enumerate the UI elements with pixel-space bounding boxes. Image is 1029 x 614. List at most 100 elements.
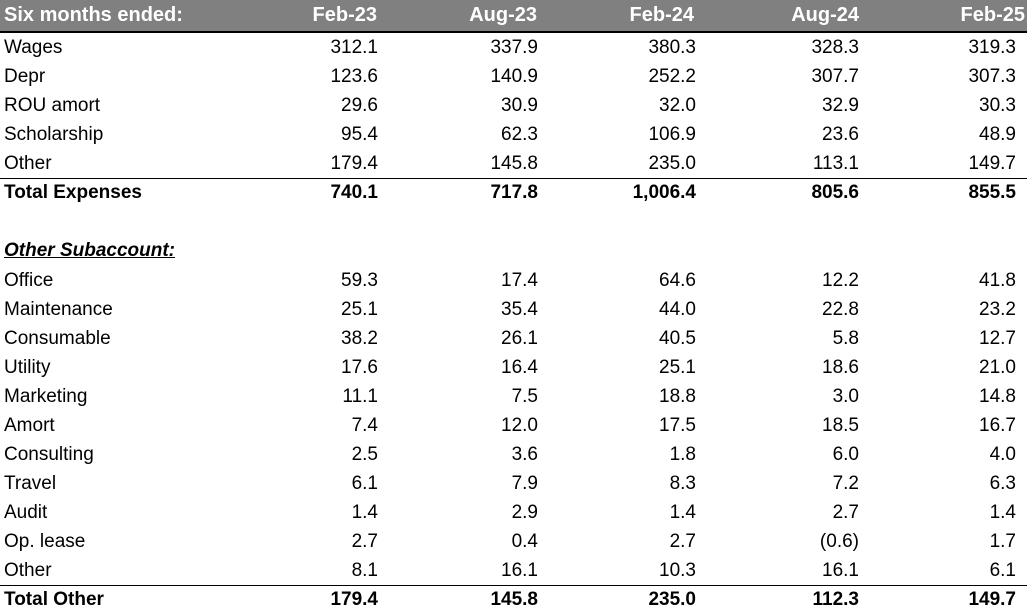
row-value: 179.4 [219,149,381,179]
period-header: Feb-25 [863,0,1027,32]
row-value: 3.6 [381,440,541,469]
row-value: 2.9 [381,498,541,527]
row-value: 7.2 [701,469,863,498]
row-value: 17.5 [541,411,701,440]
row-value: 2.7 [219,527,381,556]
row-value: 307.3 [863,62,1027,91]
row-value: 18.8 [541,382,701,411]
row-value: 16.1 [381,556,541,586]
row-label: Other [0,556,219,586]
row-label: Travel [0,469,219,498]
row-value: 312.1 [219,32,381,62]
row-value: 307.7 [701,62,863,91]
row-value: 337.9 [381,32,541,62]
row-label: ROU amort [0,91,219,120]
row-value: 149.7 [863,149,1027,179]
total-value: 805.6 [701,179,863,208]
row-value: 59.3 [219,266,381,295]
row-value: 18.6 [701,353,863,382]
row-value: 30.3 [863,91,1027,120]
row-value: 7.5 [381,382,541,411]
row-label: Office [0,266,219,295]
row-value: 16.1 [701,556,863,586]
row-value: 8.1 [219,556,381,586]
row-label: Scholarship [0,120,219,149]
row-value: 2.7 [701,498,863,527]
row-value: 21.0 [863,353,1027,382]
row-value: 0.4 [381,527,541,556]
row-value: 4.0 [863,440,1027,469]
row-value: 23.2 [863,295,1027,324]
other-subaccount-title-row: Other Subaccount: [0,236,1027,266]
row-value: 41.8 [863,266,1027,295]
row-value: 35.4 [381,295,541,324]
row-value: 1.4 [219,498,381,527]
row-value: 12.7 [863,324,1027,353]
other-subaccount-title: Other Subaccount: [0,236,1027,266]
total-value: 740.1 [219,179,381,208]
row-label: Utility [0,353,219,382]
row-value: 1.7 [863,527,1027,556]
row-value: 48.9 [863,120,1027,149]
row-value: 17.4 [381,266,541,295]
row-value: 7.4 [219,411,381,440]
row-value: 235.0 [541,149,701,179]
row-value: 16.4 [381,353,541,382]
total-label: Total Other [0,586,219,614]
total-value: 145.8 [381,586,541,614]
header-row: Six months ended: Feb-23 Aug-23 Feb-24 A… [0,0,1027,32]
row-value: (0.6) [701,527,863,556]
row-value: 8.3 [541,469,701,498]
row-value: 140.9 [381,62,541,91]
total-value: 855.5 [863,179,1027,208]
total-value: 1,006.4 [541,179,701,208]
period-header: Feb-23 [219,0,381,32]
period-header: Feb-24 [541,0,701,32]
row-label: Audit [0,498,219,527]
row-value: 18.5 [701,411,863,440]
row-value: 380.3 [541,32,701,62]
row-value: 17.6 [219,353,381,382]
row-label: Consulting [0,440,219,469]
row-label: Maintenance [0,295,219,324]
section-spacer: Other Subaccount: [0,207,1027,266]
row-value: 106.9 [541,120,701,149]
row-value: 12.0 [381,411,541,440]
row-value: 252.2 [541,62,701,91]
row-value: 6.0 [701,440,863,469]
row-value: 23.6 [701,120,863,149]
total-value: 179.4 [219,586,381,614]
row-value: 319.3 [863,32,1027,62]
row-value: 6.1 [219,469,381,498]
row-value: 64.6 [541,266,701,295]
row-value: 328.3 [701,32,863,62]
total-label: Total Expenses [0,179,219,208]
row-value: 6.1 [863,556,1027,586]
row-value: 14.8 [863,382,1027,411]
row-value: 1.8 [541,440,701,469]
row-value: 62.3 [381,120,541,149]
row-value: 11.1 [219,382,381,411]
row-value: 2.5 [219,440,381,469]
row-value: 32.0 [541,91,701,120]
row-value: 95.4 [219,120,381,149]
row-value: 5.8 [701,324,863,353]
row-value: 3.0 [701,382,863,411]
row-value: 30.9 [381,91,541,120]
row-value: 25.1 [541,353,701,382]
row-value: 1.4 [541,498,701,527]
